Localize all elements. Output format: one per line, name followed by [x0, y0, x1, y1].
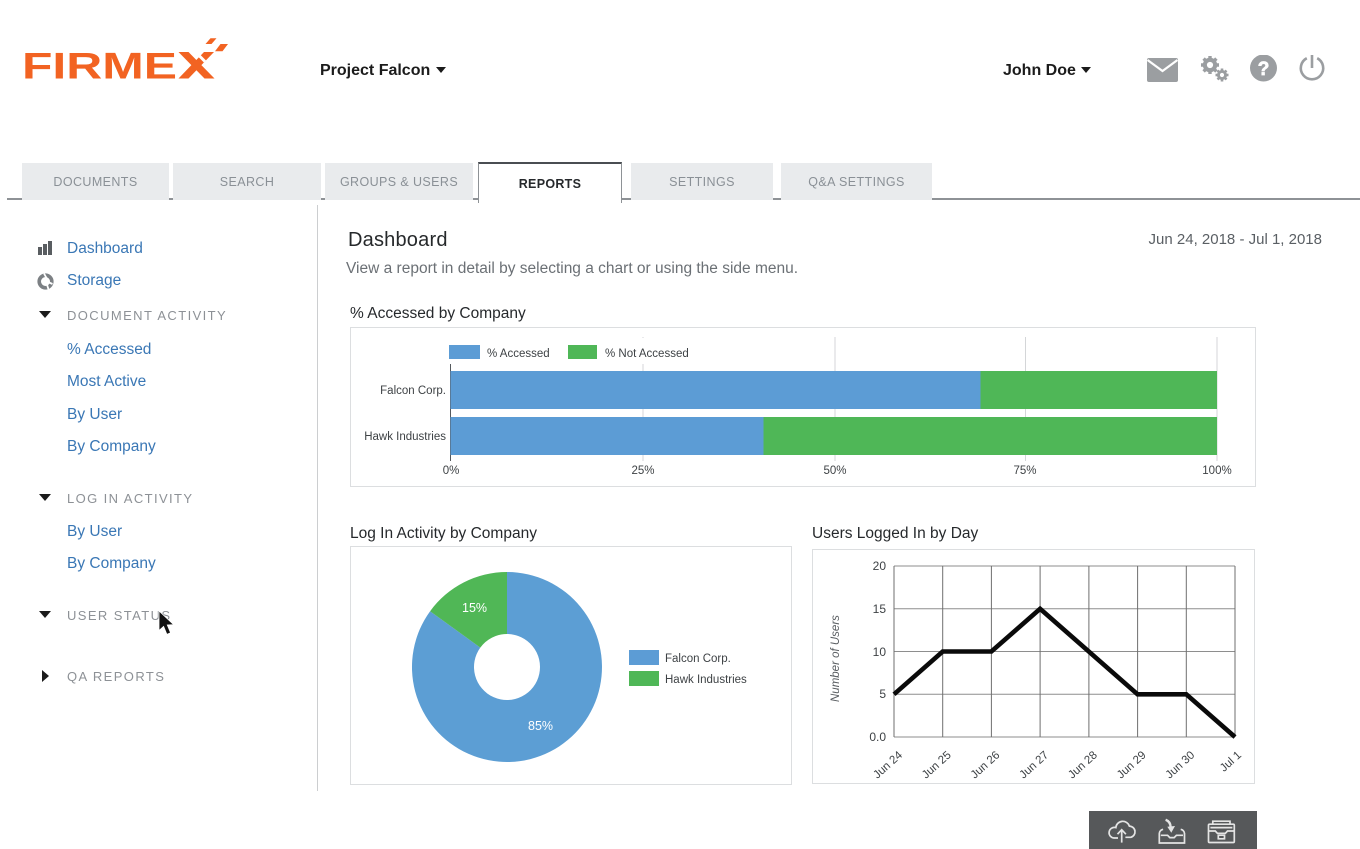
svg-text:Jun 25: Jun 25: [920, 749, 954, 781]
svg-text:50%: 50%: [823, 465, 846, 477]
svg-text:Jun 24: Jun 24: [871, 749, 905, 781]
svg-text:85%: 85%: [528, 719, 553, 733]
svg-text:0%: 0%: [443, 465, 460, 477]
svg-text:Hawk Industries: Hawk Industries: [665, 674, 747, 686]
svg-text:15: 15: [873, 602, 887, 616]
svg-text:25%: 25%: [631, 465, 654, 477]
svg-text:Jun 27: Jun 27: [1017, 749, 1051, 781]
svg-text:Hawk Industries: Hawk Industries: [364, 431, 446, 443]
svg-text:10: 10: [873, 645, 887, 659]
svg-text:FIRME: FIRME: [22, 45, 177, 84]
svg-text:Jun 29: Jun 29: [1115, 749, 1149, 781]
svg-text:% Not Accessed: % Not Accessed: [605, 348, 689, 360]
svg-text:5: 5: [879, 687, 886, 701]
svg-text:100%: 100%: [1202, 465, 1231, 477]
svg-text:Falcon Corp.: Falcon Corp.: [665, 653, 731, 665]
svg-text:20: 20: [873, 559, 887, 573]
svg-text:?: ?: [1258, 59, 1270, 80]
svg-text:Falcon Corp.: Falcon Corp.: [380, 385, 446, 397]
svg-text:0.0: 0.0: [869, 730, 886, 744]
svg-text:75%: 75%: [1013, 465, 1036, 477]
svg-text:Jun 30: Jun 30: [1164, 749, 1198, 781]
svg-text:% Accessed: % Accessed: [487, 348, 550, 360]
svg-text:Jun 26: Jun 26: [969, 749, 1003, 781]
svg-text:Number of Users: Number of Users: [830, 615, 842, 702]
svg-text:Jun 28: Jun 28: [1066, 749, 1100, 781]
svg-text:15%: 15%: [462, 601, 487, 615]
svg-text:Jul 1: Jul 1: [1218, 749, 1244, 774]
